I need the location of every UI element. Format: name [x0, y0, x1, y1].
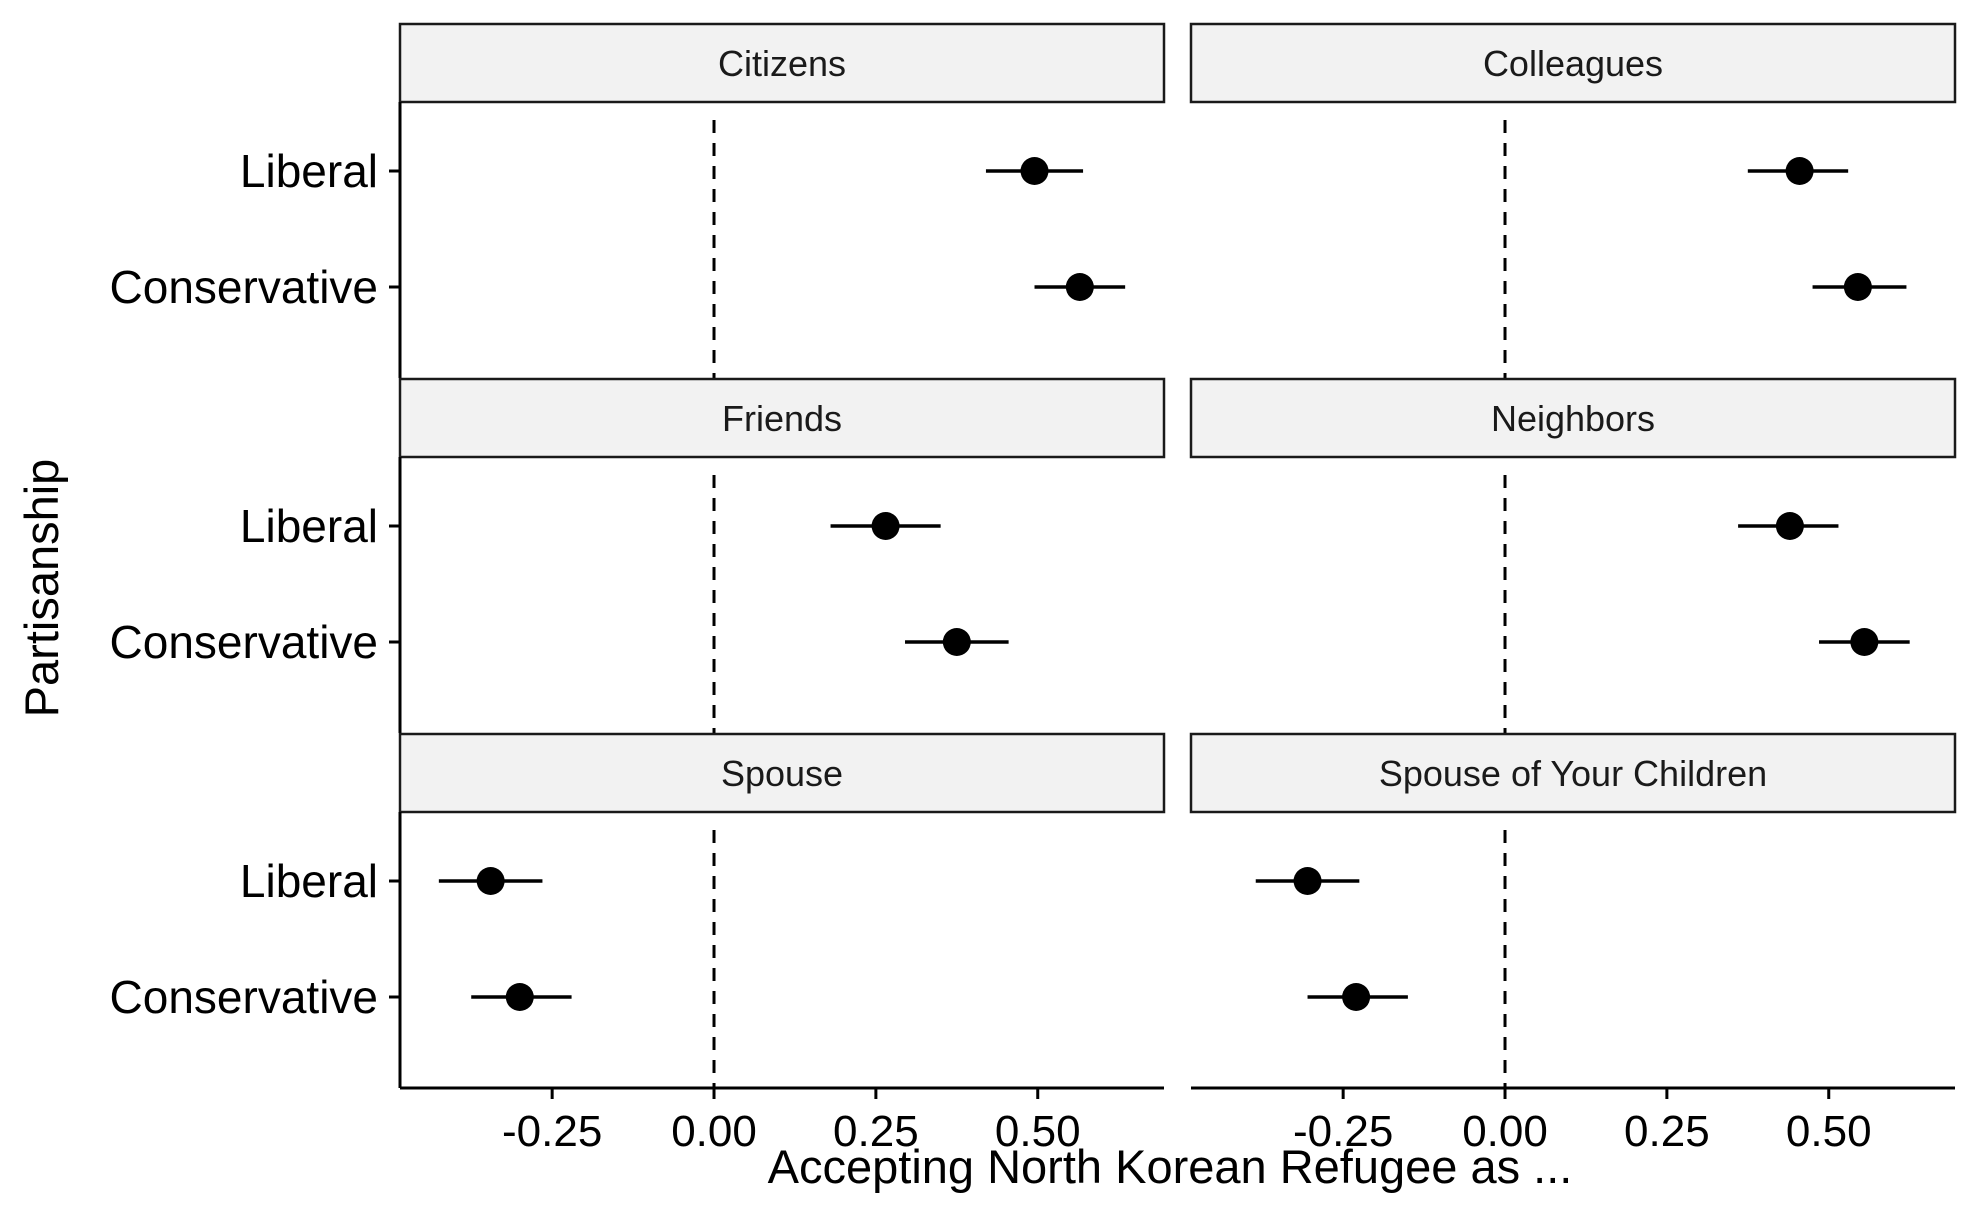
point-liberal	[871, 512, 900, 540]
x-tick-label: 0.00	[1462, 1107, 1548, 1156]
point-liberal	[1020, 157, 1049, 185]
strip-label: Spouse	[721, 753, 843, 794]
panel-neighbors: Neighbors	[1189, 377, 1957, 733]
y-tick-label: Conservative	[110, 616, 378, 668]
panel-colleagues: Colleagues	[1189, 22, 1957, 378]
x-tick-label: 0.50	[995, 1107, 1081, 1156]
panel-citizens: Citizens Liberal Conservative	[110, 22, 1166, 378]
point-conservative	[1342, 983, 1371, 1011]
point-conservative	[505, 983, 534, 1011]
point-liberal	[476, 867, 505, 895]
x-tick-label: 0.50	[1786, 1107, 1872, 1156]
y-tick-label: Conservative	[110, 971, 378, 1023]
point-conservative	[1850, 628, 1879, 656]
panel-spouse-of-your-children: Spouse of Your Children -0.25 0.00 0.25 0.50	[1189, 732, 1957, 1156]
point-liberal	[1775, 512, 1804, 540]
x-tick-label: 0.25	[1624, 1107, 1710, 1156]
point-conservative	[1843, 273, 1872, 301]
strip-spouse	[398, 732, 1166, 814]
strip-label: Spouse of Your Children	[1379, 753, 1767, 794]
point-conservative	[942, 628, 971, 656]
y-tick-label: Liberal	[240, 145, 378, 197]
x-axis-title: Accepting North Korean Refugee as ...	[768, 1140, 1573, 1193]
panel-spouse: Spouse Liberal Conservative -0.25 0.00 0.25 0.…	[110, 732, 1166, 1156]
strip-label: Friends	[722, 398, 842, 439]
x-tick-label: 0.00	[671, 1107, 757, 1156]
strip-neighbors	[1189, 377, 1957, 459]
strip-citizens	[398, 22, 1166, 104]
y-tick-label: Liberal	[240, 855, 378, 907]
x-tick-label: -0.25	[502, 1107, 602, 1156]
strip-friends	[398, 377, 1166, 459]
panel-friends: Friends Liberal Conservative	[110, 377, 1166, 733]
strip-label: Citizens	[718, 43, 846, 84]
strip-label: Neighbors	[1491, 398, 1655, 439]
x-tick-label: 0.25	[833, 1107, 919, 1156]
x-tick-label: -0.25	[1293, 1107, 1393, 1156]
y-axis-title: Partisanship	[15, 459, 68, 718]
y-tick-label: Liberal	[240, 500, 378, 552]
point-conservative	[1065, 273, 1094, 301]
panel-grid: Citizens Liberal Conservative Colleagues Fri…	[110, 22, 1957, 1156]
strip-label: Colleagues	[1483, 43, 1663, 84]
y-tick-label: Conservative	[110, 261, 378, 313]
strip-colleagues	[1189, 22, 1957, 104]
strip-spouse-of-your-children	[1189, 732, 1957, 814]
point-liberal	[1785, 157, 1814, 185]
point-liberal	[1293, 867, 1322, 895]
